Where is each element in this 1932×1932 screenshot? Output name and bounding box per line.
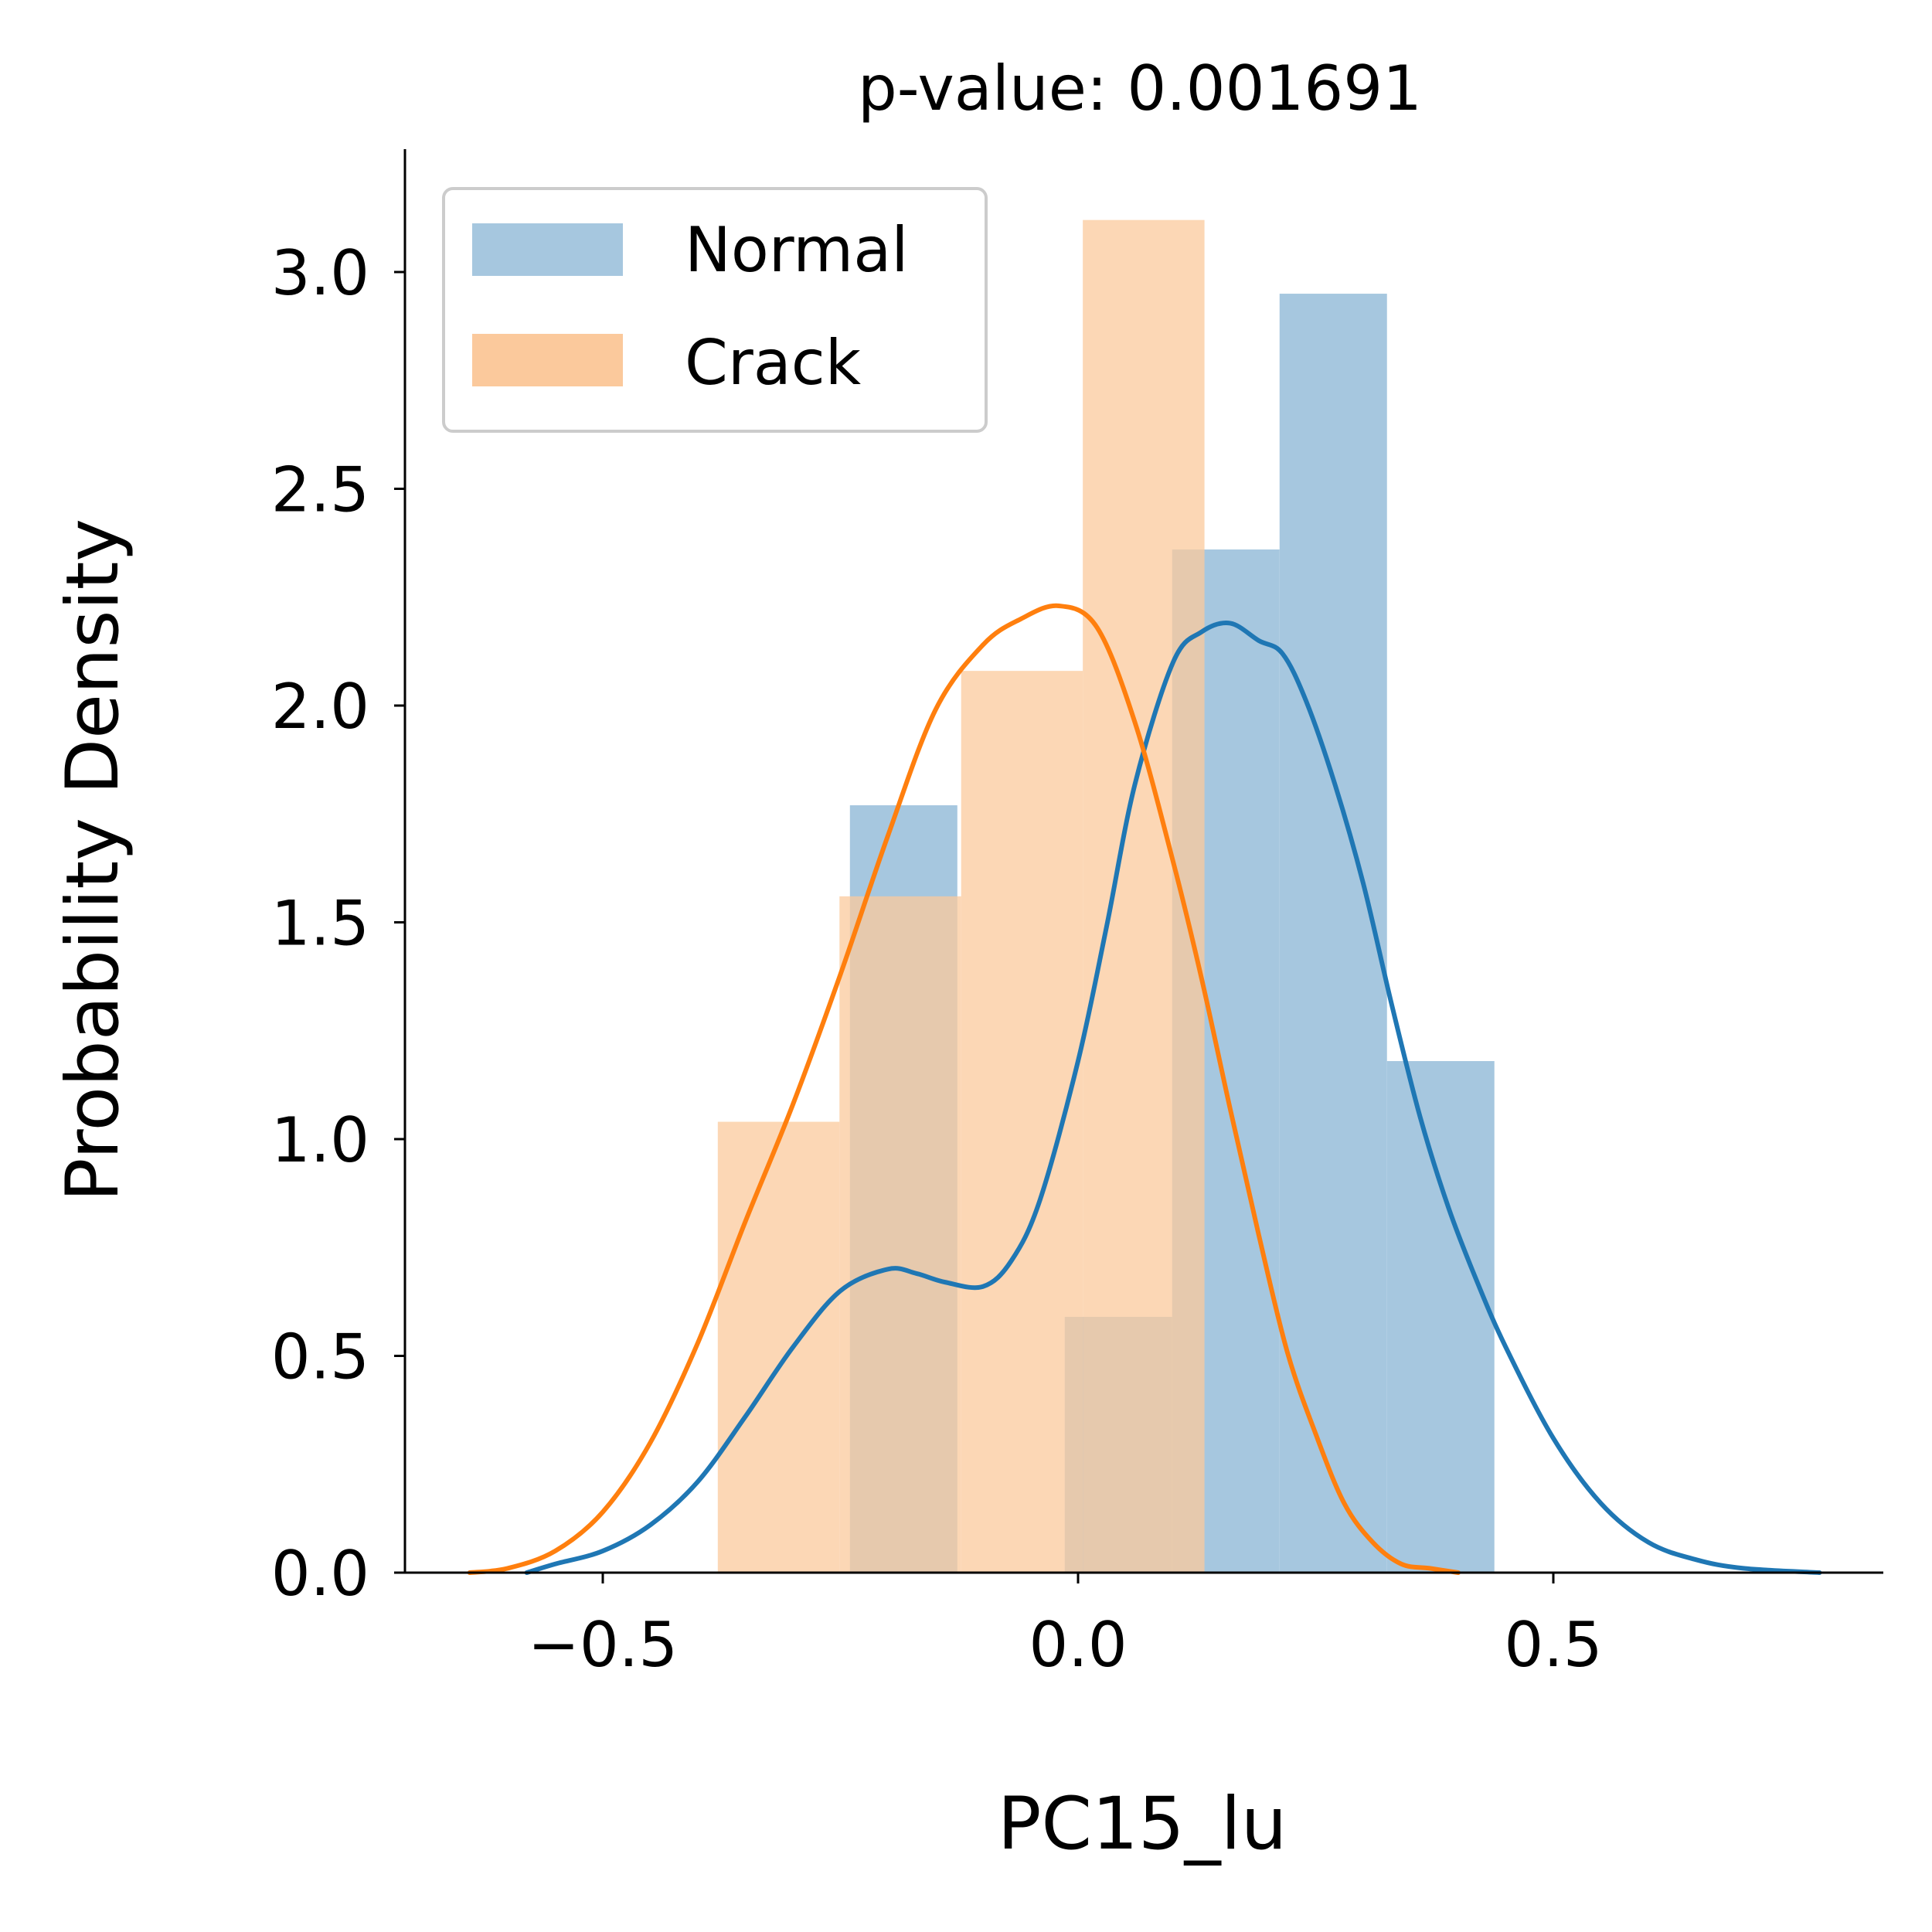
x-tick-label: 0.0	[1029, 1609, 1127, 1681]
kde-line-crack	[467, 603, 1461, 1575]
bar-normal-4	[1279, 294, 1387, 1573]
y-tick-label: 0.0	[271, 1538, 369, 1610]
bar-crack-3	[1083, 219, 1205, 1573]
y-tick-label: 0.5	[271, 1321, 369, 1393]
chart-title: p-value: 0.001691	[858, 53, 1422, 124]
x-tick-label: −0.5	[528, 1609, 678, 1681]
bar-crack-1	[839, 896, 961, 1573]
y-tick-label: 2.5	[271, 454, 369, 526]
legend-label-crack: Crack	[685, 327, 862, 399]
legend-swatch-crack	[472, 334, 623, 386]
kde-curves	[467, 603, 1822, 1575]
y-tick-label: 2.0	[271, 671, 369, 743]
x-axis-ticks: −0.5 0.0 0.5	[528, 1573, 1603, 1681]
legend-swatch-normal	[472, 223, 623, 276]
plot-area	[467, 219, 1822, 1575]
y-tick-label: 1.5	[271, 888, 369, 960]
y-tick-label: 3.0	[271, 237, 369, 309]
y-tick-label: 1.0	[271, 1104, 369, 1176]
x-tick-label: 0.5	[1504, 1609, 1602, 1681]
bar-normal-5	[1386, 1061, 1495, 1573]
bar-crack-0	[717, 1121, 840, 1573]
y-axis-ticks: 0.0 0.5 1.0 1.5 2.0 2.5 3.0	[271, 237, 405, 1610]
legend: Normal Crack	[442, 187, 988, 433]
x-axis-label: PC15_lu	[998, 1782, 1287, 1866]
legend-label-normal: Normal	[685, 214, 908, 286]
y-axis-label: Probability Density	[51, 519, 135, 1202]
kde-line-normal	[524, 621, 1822, 1575]
